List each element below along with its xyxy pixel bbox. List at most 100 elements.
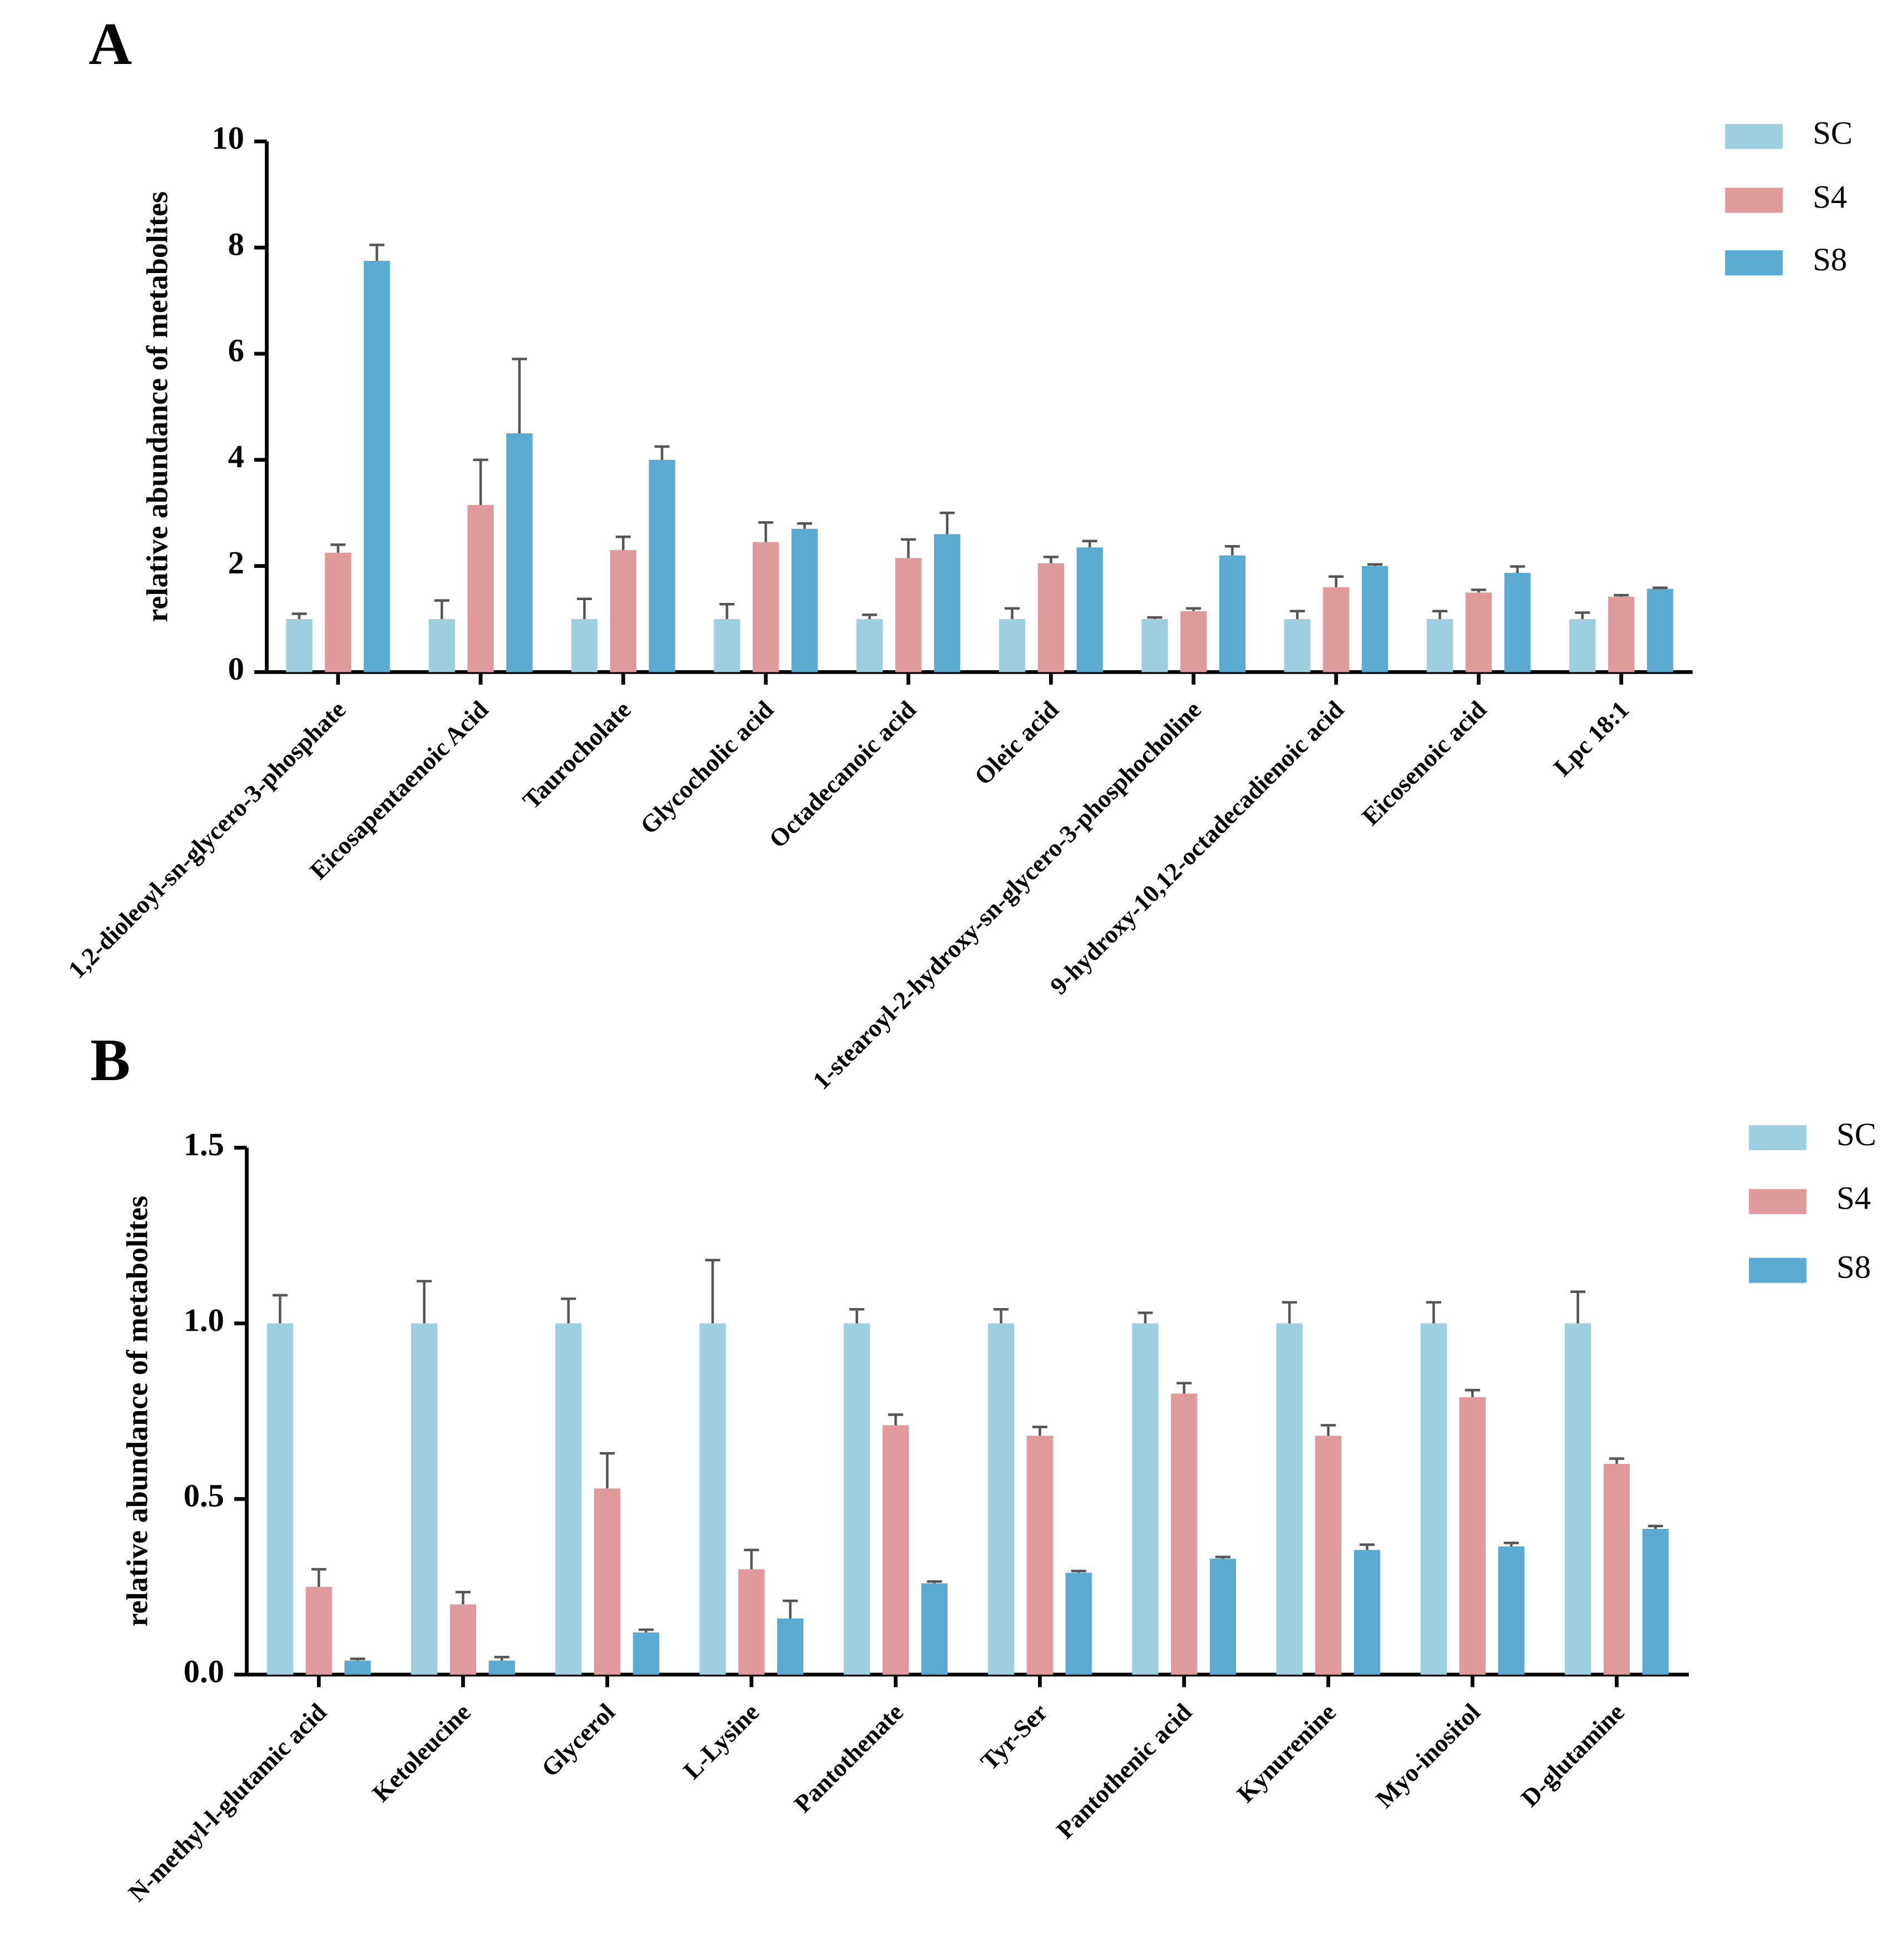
bar <box>594 1488 621 1675</box>
bar <box>1170 1393 1198 1675</box>
legend-swatch <box>1725 123 1783 149</box>
error-bar <box>600 1452 615 1489</box>
error-bar <box>1652 586 1668 589</box>
error-bar <box>1328 575 1344 587</box>
x-tick-label: Glycocholic acid <box>635 695 779 839</box>
bar <box>1362 566 1388 672</box>
bar <box>1498 1546 1525 1675</box>
y-tick-label: 0.0 <box>184 1653 224 1689</box>
legend-label: S4 <box>1836 1180 1871 1216</box>
legend-label: SC <box>1813 115 1853 151</box>
error-bar <box>638 1628 654 1633</box>
bar <box>714 619 740 672</box>
bar <box>1504 572 1531 672</box>
error-bar <box>901 538 916 558</box>
bar <box>856 619 883 672</box>
error-bar <box>888 1413 903 1426</box>
bar <box>325 552 352 672</box>
error-bar <box>1471 588 1486 593</box>
x-tick-label: 9-hydroxy-10,12-octadecadienoic acid <box>1045 695 1349 999</box>
bar <box>555 1323 582 1675</box>
bar <box>610 550 636 672</box>
bar <box>571 619 598 672</box>
y-tick-label: 0.5 <box>184 1478 224 1514</box>
bar <box>1420 1323 1447 1675</box>
y-axis-title: relative abundance of metabolites <box>141 191 174 622</box>
error-bar <box>719 603 735 620</box>
x-tick-label: Ketoleucine <box>367 1698 476 1807</box>
bar <box>999 619 1026 672</box>
error-bar <box>1504 1541 1519 1547</box>
x-tick-label: Eicosenoic acid <box>1357 695 1492 830</box>
bar <box>1459 1397 1486 1675</box>
x-tick-label: Lpc 18:1 <box>1548 695 1634 781</box>
legend-swatch <box>1725 187 1783 213</box>
bar <box>1603 1463 1630 1675</box>
error-bar <box>1575 611 1590 620</box>
bar <box>488 1660 515 1675</box>
error-bar <box>1321 1424 1336 1436</box>
error-bar <box>350 1657 365 1661</box>
error-bar <box>1289 610 1305 620</box>
bar <box>1037 563 1064 672</box>
bar <box>344 1660 371 1675</box>
bar <box>1209 1558 1236 1675</box>
bar <box>649 459 675 672</box>
bar <box>1465 592 1492 672</box>
bar <box>1284 619 1311 672</box>
legend-swatch <box>1725 250 1783 276</box>
error-bar <box>1465 1389 1480 1397</box>
bar <box>753 542 779 672</box>
x-tick-label: Kynurenine <box>1232 1698 1341 1808</box>
error-bar <box>1147 616 1163 620</box>
error-bar <box>1071 1570 1086 1573</box>
error-bar <box>849 1308 864 1324</box>
error-bar <box>311 1568 327 1587</box>
bar <box>843 1323 871 1675</box>
error-bar <box>561 1297 576 1324</box>
x-tick-label: L-Lysine <box>678 1698 765 1785</box>
bar <box>1026 1436 1054 1675</box>
bar <box>882 1425 909 1675</box>
error-bar <box>1224 545 1240 556</box>
x-tick-label: Tyr-Ser <box>975 1698 1053 1776</box>
y-tick-label: 4 <box>228 438 244 474</box>
error-bar <box>1032 1426 1047 1436</box>
error-bar <box>1570 1290 1586 1324</box>
error-bar <box>1215 1556 1230 1559</box>
error-bar <box>1043 556 1059 563</box>
x-tick-label: N-methyl-l-glutamic acid <box>123 1698 332 1907</box>
error-bar <box>1367 563 1383 566</box>
error-bar <box>291 612 307 620</box>
x-tick-label: Myo-inositol <box>1371 1698 1486 1813</box>
x-tick-label: Glycerol <box>536 1698 620 1782</box>
error-bar <box>1138 1311 1153 1324</box>
panel-label: B <box>90 1027 130 1093</box>
legend-label: SC <box>1836 1116 1876 1152</box>
error-bar <box>1510 565 1525 573</box>
bar <box>1076 547 1103 672</box>
bar <box>286 619 313 672</box>
error-bar <box>494 1656 510 1661</box>
x-tick-label: Oleic acid <box>969 695 1064 790</box>
y-tick-label: 1.5 <box>184 1126 224 1162</box>
bar <box>934 534 961 672</box>
bar <box>506 433 533 672</box>
error-bar <box>654 445 670 460</box>
error-bar <box>577 597 592 620</box>
x-tick-label: Taurocholate <box>517 695 636 814</box>
error-bar <box>862 613 877 620</box>
y-tick-label: 0 <box>228 651 244 687</box>
x-tick-label: Pantothenate <box>789 1698 909 1818</box>
legend-swatch <box>1748 1125 1807 1151</box>
bar <box>1276 1323 1303 1675</box>
error-bar <box>1426 1301 1441 1324</box>
bar <box>738 1569 765 1675</box>
bar <box>1219 555 1245 672</box>
y-axis-title: relative abundance of metabolites <box>121 1196 154 1626</box>
bar <box>1132 1323 1159 1675</box>
bar <box>699 1323 726 1675</box>
y-tick-label: 10 <box>212 120 245 156</box>
bar <box>895 558 922 672</box>
